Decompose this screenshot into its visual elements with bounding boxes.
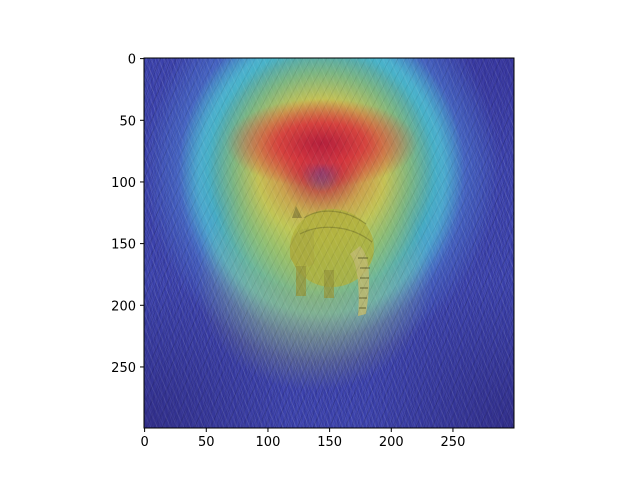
- y-tick-label: 250: [111, 361, 136, 376]
- armadillo-head: [290, 228, 314, 267]
- armadillo-leg: [324, 270, 334, 298]
- y-tick-label: 0: [128, 53, 136, 68]
- axes-frame: [143, 57, 515, 429]
- x-tick-label: 100: [256, 435, 281, 450]
- heatmap-image: [144, 58, 514, 428]
- armadillo-shell: [290, 209, 374, 287]
- x-tick-label: 250: [441, 435, 466, 450]
- y-axis: 0 50 100 150 200 250: [111, 53, 144, 376]
- y-tick-label: 50: [119, 114, 136, 129]
- armadillo-ear: [292, 206, 302, 218]
- tail-bands: [358, 257, 370, 309]
- y-tick-label: 200: [111, 299, 136, 314]
- y-tick-label: 100: [111, 176, 136, 191]
- x-tick-label: 200: [379, 435, 404, 450]
- x-axis: 0 50 100 150 200 250: [140, 428, 465, 450]
- x-tick-label: 0: [140, 435, 148, 450]
- grass-texture: [144, 58, 514, 428]
- shell-bands: [299, 226, 373, 243]
- armadillo-figure: [290, 206, 374, 316]
- x-tick-label: 50: [198, 435, 215, 450]
- shell-bands: [303, 210, 367, 225]
- armadillo-leg: [296, 266, 306, 296]
- y-tick-label: 150: [111, 238, 136, 253]
- x-tick-label: 150: [317, 435, 342, 450]
